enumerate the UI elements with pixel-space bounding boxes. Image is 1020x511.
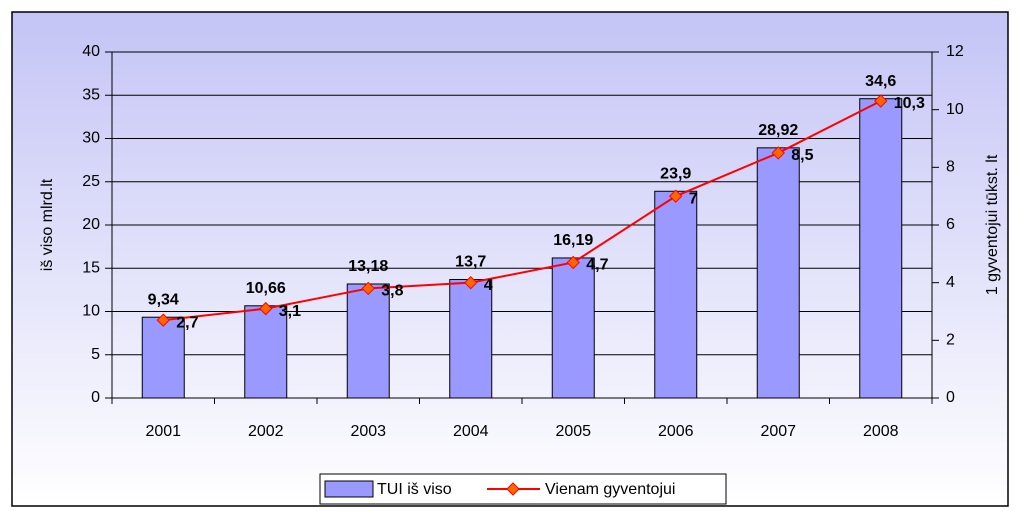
x-tick-label: 2006 — [658, 423, 694, 440]
line-marker — [464, 275, 478, 290]
line-marker — [566, 255, 580, 270]
x-tick-label: 2003 — [350, 423, 386, 440]
y-axis-label: iš viso mlrd.lt — [39, 178, 56, 271]
y-tick-label: 25 — [82, 173, 100, 190]
y-tick-label: 5 — [91, 346, 100, 363]
line-value-label: 8,5 — [791, 147, 813, 164]
x-tick-label: 2005 — [555, 423, 591, 440]
y2-tick-label: 8 — [946, 159, 955, 176]
line-value-label: 10,3 — [894, 95, 925, 112]
y2-tick-label: 4 — [946, 274, 955, 291]
y-tick-label: 15 — [82, 259, 100, 276]
bar-value-label: 16,19 — [553, 232, 593, 249]
line — [163, 100, 882, 322]
bar — [859, 98, 903, 399]
y2-axis-label: 1 gyventojui tūkst. lt — [984, 154, 1001, 295]
y-tick-label: 20 — [82, 216, 100, 233]
x-tick-label: 2002 — [248, 423, 284, 440]
bar — [449, 278, 493, 399]
bar — [756, 147, 800, 399]
bar-value-label: 28,92 — [758, 122, 798, 139]
bar-value-label: 13,7 — [455, 254, 486, 271]
line-value-label: 3,8 — [381, 283, 403, 300]
bar-value-label: 10,66 — [246, 280, 286, 297]
y-tick-label: 30 — [82, 130, 100, 147]
y2-tick-label: 10 — [946, 101, 964, 118]
line-value-label: 4,7 — [586, 257, 608, 274]
bar-value-label: 34,6 — [865, 73, 896, 90]
line-value-label: 3,1 — [279, 303, 301, 320]
line-value-label: 2,7 — [176, 314, 198, 331]
line-value-label: 4 — [484, 277, 493, 294]
chart-frame — [11, 11, 1009, 507]
y2-tick-label: 12 — [946, 43, 964, 60]
bar — [551, 257, 595, 399]
x-tick-label: 2004 — [453, 423, 489, 440]
legend-label: TUI iš viso — [377, 481, 452, 498]
line-marker — [669, 189, 683, 203]
x-tick-label: 2008 — [863, 423, 899, 440]
y2-tick-label: 0 — [946, 389, 955, 406]
y2-tick-label: 2 — [946, 332, 955, 349]
legend-label: Vienam gyventojui — [545, 481, 675, 498]
y-tick-label: 40 — [82, 43, 100, 60]
legend-swatch — [324, 480, 374, 498]
line-marker — [771, 146, 785, 160]
x-tick-label: 2001 — [145, 423, 181, 440]
bar-value-label: 23,9 — [660, 165, 691, 182]
y-tick-label: 0 — [91, 389, 100, 406]
bar — [244, 305, 288, 399]
line-marker — [259, 301, 273, 316]
line-marker — [874, 94, 888, 108]
legend-marker — [506, 482, 520, 496]
legend: TUI iš viso Vienam gyventojui — [319, 473, 727, 505]
bar — [346, 283, 390, 399]
y-tick-label: 35 — [82, 86, 100, 103]
y-tick-label: 10 — [82, 303, 100, 320]
line-marker — [156, 313, 170, 327]
bar — [654, 190, 698, 399]
bar-value-label: 13,18 — [348, 258, 388, 275]
bar-value-label: 9,34 — [148, 291, 179, 308]
line-value-label: 7 — [689, 190, 698, 207]
y2-tick-label: 6 — [946, 216, 955, 233]
x-tick-label: 2007 — [760, 423, 796, 440]
line-marker — [361, 281, 375, 296]
